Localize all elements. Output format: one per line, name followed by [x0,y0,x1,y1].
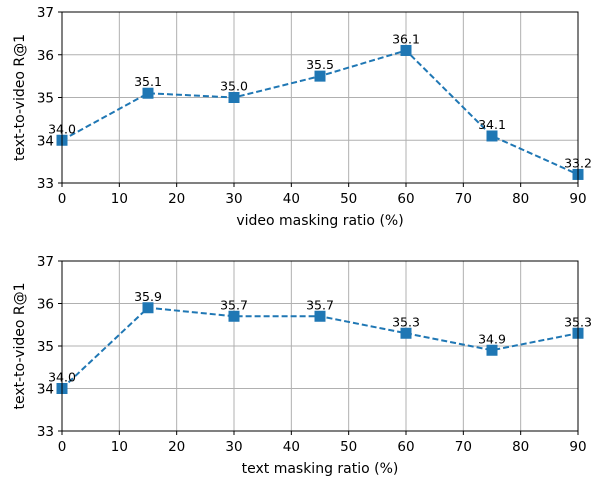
x-tick-label: 80 [512,439,529,455]
x-tick-label: 40 [283,439,300,455]
data-point-marker [228,310,240,322]
y-tick-label: 36 [37,297,54,313]
y-tick-label: 35 [37,339,54,355]
x-tick-label: 20 [168,439,185,455]
data-label: 35.1 [134,74,162,89]
x-tick-label: 10 [111,191,128,207]
y-tick-label: 33 [37,176,54,192]
data-point-marker [314,70,326,82]
y-tick-label: 37 [37,5,54,21]
data-label: 36.1 [392,31,420,46]
x-tick-label: 70 [455,439,472,455]
data-label: 35.0 [220,79,248,94]
x-axis-label: text masking ratio (%) [242,461,399,477]
x-tick-label: 30 [225,191,242,207]
y-tick-label: 34 [37,382,54,398]
x-tick-label: 50 [340,191,357,207]
x-tick-label: 60 [397,439,414,455]
x-tick-label: 90 [569,439,586,455]
x-tick-label: 0 [58,191,67,207]
data-point-marker [400,327,412,339]
y-axis-label: text-to-video R@1 [12,34,28,161]
y-tick-label: 37 [37,254,54,270]
data-point-marker [228,92,240,103]
x-tick-label: 40 [283,191,300,207]
x-tick-label: 20 [168,191,185,207]
data-point-marker [486,344,498,356]
data-point-marker [400,44,412,56]
x-axis-label: video masking ratio (%) [236,213,403,229]
x-tick-label: 80 [512,191,529,207]
data-label: 35.7 [220,297,248,312]
y-tick-label: 33 [37,424,54,440]
y-axis-label: text-to-video R@1 [12,283,28,410]
data-point-marker [142,302,154,314]
data-point-marker [486,130,498,142]
top-chart-video-masking: 0 10 20 30 40 50 60 70 80 90 33 34 35 36 37 video maski… [12,5,592,229]
bottom-chart-text-masking: 0 10 20 30 40 50 60 70 80 90 33 34 35 36 37 text maskin… [12,254,592,477]
x-tick-label: 0 [58,439,67,455]
data-label: 35.9 [134,289,162,304]
data-label: 34.1 [478,117,506,132]
plot-frame [61,260,579,432]
x-tick-label: 90 [569,191,586,207]
y-tick-label: 35 [37,91,54,107]
data-point-marker [142,87,154,99]
y-tick-label: 36 [37,48,54,64]
plot-frame [61,11,579,184]
data-label: 35.3 [392,314,420,329]
x-tick-label: 60 [397,191,414,207]
x-tick-label: 70 [455,191,472,207]
x-tick-label: 30 [225,439,242,455]
data-label: 35.7 [306,297,334,312]
x-tick-label: 10 [111,439,128,455]
data-point-marker [314,310,326,322]
data-label: 35.5 [306,57,334,72]
y-tick-label: 34 [37,133,54,149]
x-tick-label: 50 [340,439,357,455]
data-label: 34.9 [478,331,506,346]
